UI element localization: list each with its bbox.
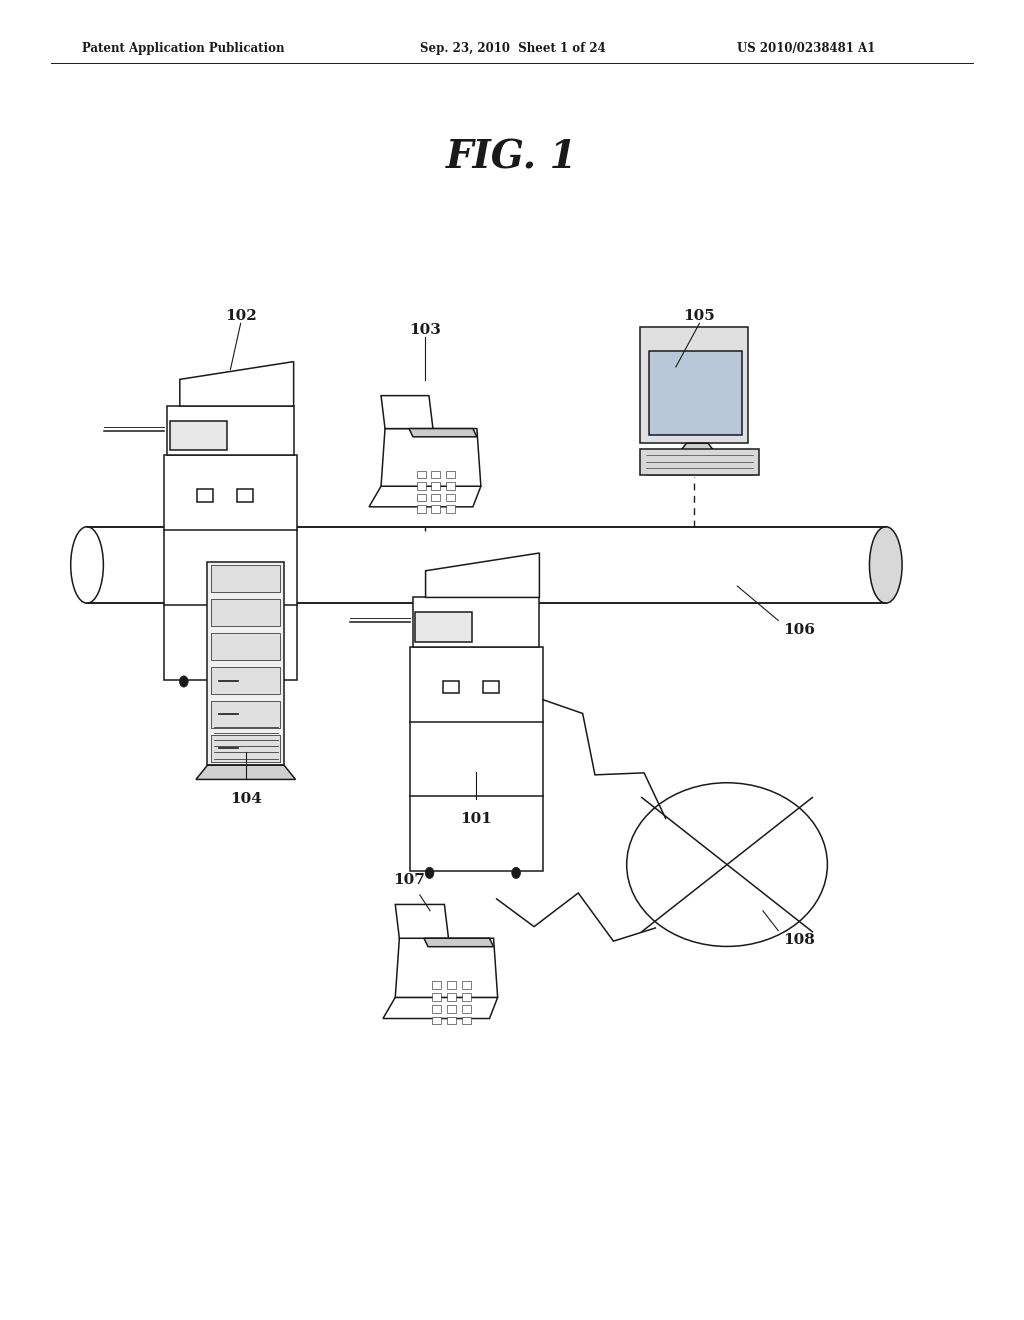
Bar [211,701,281,727]
Polygon shape [676,444,719,457]
Bar [431,482,440,490]
Bar [640,327,749,444]
Bar [413,598,540,647]
Bar [417,494,426,502]
Ellipse shape [627,783,827,946]
Bar [211,634,281,660]
Polygon shape [424,939,494,946]
Ellipse shape [71,527,103,603]
Bar [446,1016,456,1024]
Bar [462,981,471,989]
Bar [432,981,441,989]
Bar [446,1005,456,1012]
Polygon shape [426,553,540,598]
Text: 108: 108 [783,933,815,946]
Text: 106: 106 [783,623,815,636]
Circle shape [266,676,274,688]
Bar [431,471,440,478]
Polygon shape [369,486,481,507]
Text: 103: 103 [409,322,441,337]
Text: 101: 101 [460,812,493,826]
Bar [211,565,281,593]
Circle shape [512,867,520,879]
Bar [431,494,440,502]
Bar [170,421,226,450]
Bar [462,1005,471,1012]
Polygon shape [395,904,449,939]
Text: 107: 107 [393,873,426,887]
Bar [431,506,440,512]
Bar [211,599,281,626]
Bar [445,506,455,512]
Bar [197,490,213,502]
Bar [417,506,426,512]
Bar [669,454,719,461]
Circle shape [179,676,188,688]
Bar [445,471,455,478]
Bar [648,351,741,436]
Polygon shape [196,766,296,779]
Bar [208,562,284,766]
Polygon shape [383,998,498,1019]
Bar [462,1016,471,1024]
Bar [445,494,455,502]
Bar [238,490,253,502]
Bar [462,993,471,1001]
Bar [167,407,294,455]
Bar [640,449,759,475]
Text: 104: 104 [229,792,262,807]
Bar [417,471,426,478]
Bar [446,981,456,989]
Bar [432,1016,441,1024]
Bar [446,993,456,1001]
Polygon shape [381,429,481,486]
Bar [432,993,441,1001]
Bar [164,455,297,680]
Polygon shape [381,396,433,429]
Text: 105: 105 [683,309,716,323]
Bar [432,1005,441,1012]
Bar [87,527,886,603]
Ellipse shape [869,527,902,603]
Bar [410,647,543,871]
Polygon shape [180,362,294,407]
Text: FIG. 1: FIG. 1 [446,139,578,177]
Bar [211,667,281,694]
Text: Sep. 23, 2010  Sheet 1 of 24: Sep. 23, 2010 Sheet 1 of 24 [420,42,605,55]
Bar [417,482,426,490]
Polygon shape [395,939,498,998]
Circle shape [425,867,434,879]
Text: US 2010/0238481 A1: US 2010/0238481 A1 [737,42,876,55]
Bar [483,681,499,693]
Text: 102: 102 [224,309,257,323]
Bar [211,735,281,762]
Bar [442,681,459,693]
Bar [445,482,455,490]
Text: Patent Application Publication: Patent Application Publication [82,42,285,55]
Polygon shape [409,429,477,437]
Bar [416,612,472,642]
